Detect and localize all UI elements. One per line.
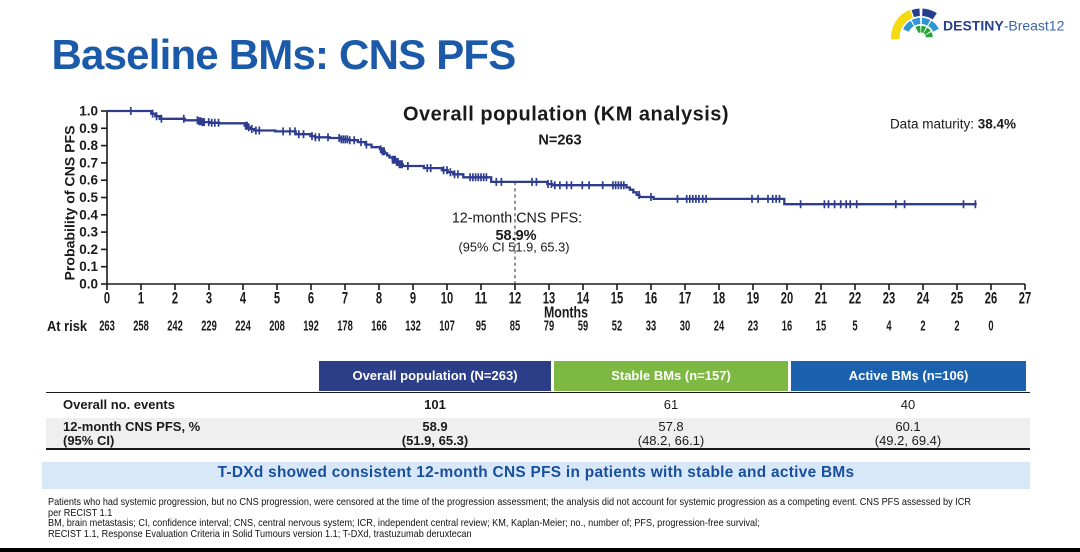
svg-text:2: 2 xyxy=(954,318,959,335)
svg-text:132: 132 xyxy=(405,318,421,335)
svg-text:4: 4 xyxy=(886,318,892,335)
svg-text:14: 14 xyxy=(577,290,590,308)
svg-text:0: 0 xyxy=(988,318,993,335)
svg-text:0: 0 xyxy=(104,290,110,308)
svg-text:3: 3 xyxy=(206,290,212,308)
svg-text:11: 11 xyxy=(475,290,487,308)
svg-text:10: 10 xyxy=(441,290,453,308)
svg-text:2: 2 xyxy=(172,290,178,308)
svg-text:26: 26 xyxy=(985,290,997,308)
svg-text:24: 24 xyxy=(714,318,725,335)
svg-text:12-month CNS PFS:: 12-month CNS PFS: xyxy=(452,211,582,227)
svg-text:0.1: 0.1 xyxy=(79,259,98,274)
svg-text:5: 5 xyxy=(274,290,280,308)
svg-text:0.4: 0.4 xyxy=(79,207,98,222)
svg-text:59: 59 xyxy=(578,318,588,335)
svg-text:58.9%: 58.9% xyxy=(495,228,536,244)
svg-text:Overall population (KM analysi: Overall population (KM analysis) xyxy=(403,104,729,126)
svg-text:8: 8 xyxy=(376,290,382,308)
svg-text:107: 107 xyxy=(439,318,455,335)
svg-text:15: 15 xyxy=(611,290,623,308)
svg-text:263: 263 xyxy=(99,318,115,335)
svg-text:0.2: 0.2 xyxy=(79,242,98,257)
svg-text:192: 192 xyxy=(303,318,319,335)
svg-text:0.6: 0.6 xyxy=(79,173,98,188)
svg-text:15: 15 xyxy=(816,318,826,335)
svg-text:16: 16 xyxy=(645,290,657,308)
svg-text:0.0: 0.0 xyxy=(79,277,98,292)
svg-text:9: 9 xyxy=(410,290,416,308)
svg-text:208: 208 xyxy=(269,318,285,335)
svg-text:52: 52 xyxy=(612,318,622,335)
svg-text:178: 178 xyxy=(337,318,353,335)
svg-text:5: 5 xyxy=(852,318,857,335)
svg-text:24: 24 xyxy=(917,290,930,308)
svg-text:Data maturity: 38.4%: Data maturity: 38.4% xyxy=(890,117,1016,132)
svg-text:22: 22 xyxy=(849,290,861,308)
svg-text:16: 16 xyxy=(782,318,792,335)
svg-text:13: 13 xyxy=(543,290,555,308)
svg-text:1: 1 xyxy=(138,290,144,308)
svg-text:30: 30 xyxy=(680,318,690,335)
svg-text:4: 4 xyxy=(240,290,247,308)
svg-text:0.8: 0.8 xyxy=(79,138,98,153)
svg-text:1.0: 1.0 xyxy=(79,104,98,119)
svg-text:0.9: 0.9 xyxy=(79,121,98,136)
svg-text:19: 19 xyxy=(747,290,759,308)
svg-text:N=263: N=263 xyxy=(538,133,581,149)
svg-text:242: 242 xyxy=(167,318,183,335)
svg-text:0.7: 0.7 xyxy=(79,155,98,170)
svg-text:20: 20 xyxy=(781,290,793,308)
svg-text:224: 224 xyxy=(235,318,251,335)
svg-text:12: 12 xyxy=(509,290,521,308)
svg-text:229: 229 xyxy=(201,318,217,335)
svg-text:85: 85 xyxy=(510,318,520,335)
svg-text:(95% CI 51.9, 65.3): (95% CI 51.9, 65.3) xyxy=(459,239,570,254)
svg-text:Probability of CNS PFS: Probability of CNS PFS xyxy=(62,126,78,281)
svg-text:79: 79 xyxy=(544,318,554,335)
svg-text:33: 33 xyxy=(646,318,656,335)
svg-text:25: 25 xyxy=(951,290,963,308)
svg-text:17: 17 xyxy=(679,290,691,308)
svg-text:166: 166 xyxy=(371,318,387,335)
svg-text:2: 2 xyxy=(920,318,925,335)
svg-text:7: 7 xyxy=(342,290,348,308)
svg-text:27: 27 xyxy=(1019,290,1031,308)
svg-text:6: 6 xyxy=(308,290,314,308)
svg-text:DESTINY-Breast12: DESTINY-Breast12 xyxy=(943,18,1065,34)
svg-text:0.5: 0.5 xyxy=(79,190,98,205)
svg-text:23: 23 xyxy=(748,318,758,335)
svg-text:95: 95 xyxy=(476,318,486,335)
svg-text:At risk: At risk xyxy=(47,318,88,335)
svg-text:23: 23 xyxy=(883,290,895,308)
svg-text:258: 258 xyxy=(133,318,149,335)
svg-text:18: 18 xyxy=(713,290,725,308)
svg-text:21: 21 xyxy=(815,290,827,308)
svg-text:Months: Months xyxy=(544,305,588,322)
svg-text:0.3: 0.3 xyxy=(79,225,98,240)
